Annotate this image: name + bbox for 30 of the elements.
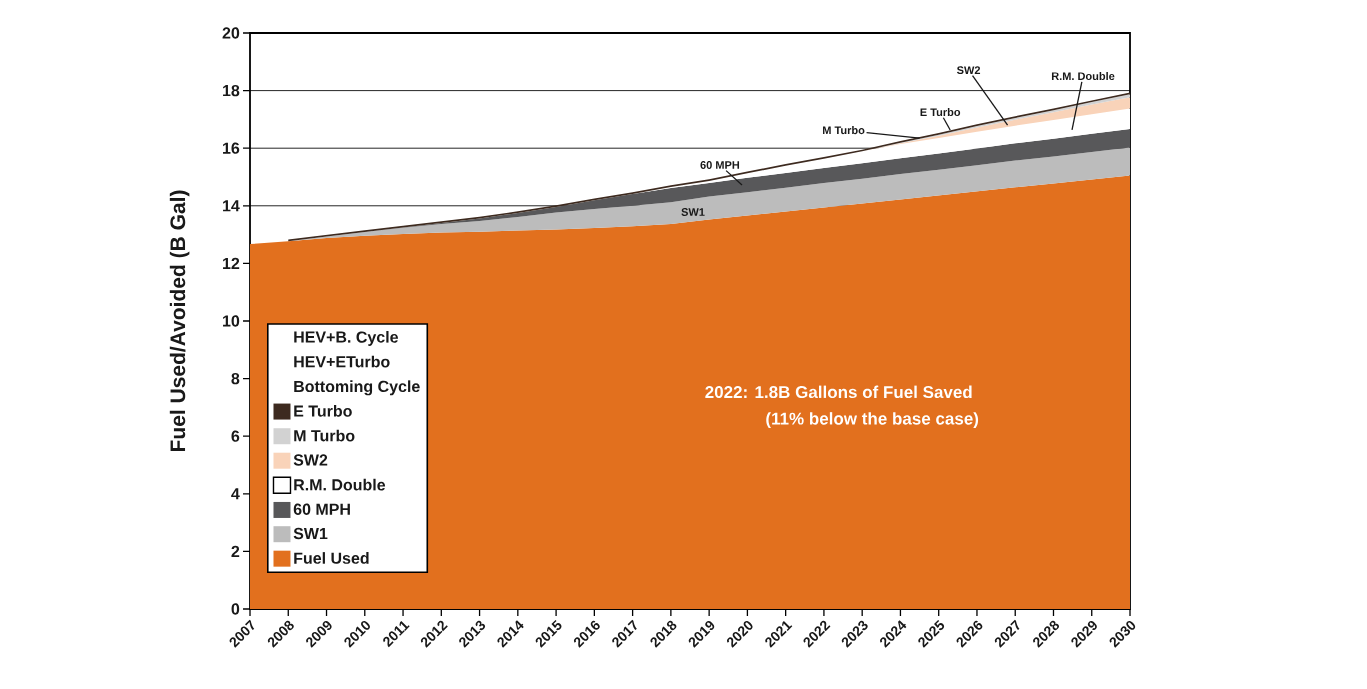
y-tick-label: 4 <box>231 488 240 500</box>
annotation: M Turbo <box>823 126 865 135</box>
legend-label: M Turbo <box>294 429 355 442</box>
text: HEV+B. Cycle <box>294 331 398 346</box>
y-tick-label: 0 <box>231 603 240 615</box>
annotation: 2022: 1.8B Gallons of Fuel Saved <box>705 385 972 399</box>
annotation: E Turbo <box>920 108 961 117</box>
y-tick-label: 6 <box>231 430 240 442</box>
text: HEV+ETurbo <box>294 355 390 368</box>
annotation: SW1 <box>681 208 705 216</box>
y-tick-label: 18 <box>223 84 240 97</box>
annotation: (11% below the base case) <box>766 412 979 428</box>
legend-label: Fuel Used <box>294 552 369 564</box>
legend-label: SW1 <box>293 527 328 540</box>
legend-label: E Turbo <box>294 405 352 417</box>
y-tick-label: 8 <box>231 372 240 385</box>
y-tick-label: 14 <box>223 200 240 212</box>
y-tick-label: 12 <box>223 257 240 269</box>
annotation: 60 MPH <box>700 161 740 169</box>
text: Bottoming Cycle <box>294 380 420 396</box>
annotation: R.M. Double <box>1051 71 1115 81</box>
legend-label: R.M. Double <box>294 478 386 491</box>
y-tick-label: 10 <box>223 315 240 327</box>
y-tick-label: 20 <box>222 27 240 39</box>
annotation: SW2 <box>956 66 981 75</box>
legend-label: SW2 <box>293 454 328 466</box>
legend-label: 60 MPH <box>293 503 350 515</box>
y-axis-title: Fuel Used/Avoided (B Gal) <box>169 190 190 452</box>
y-tick-label: 16 <box>223 142 240 154</box>
y-tick-label: 2 <box>231 545 240 557</box>
